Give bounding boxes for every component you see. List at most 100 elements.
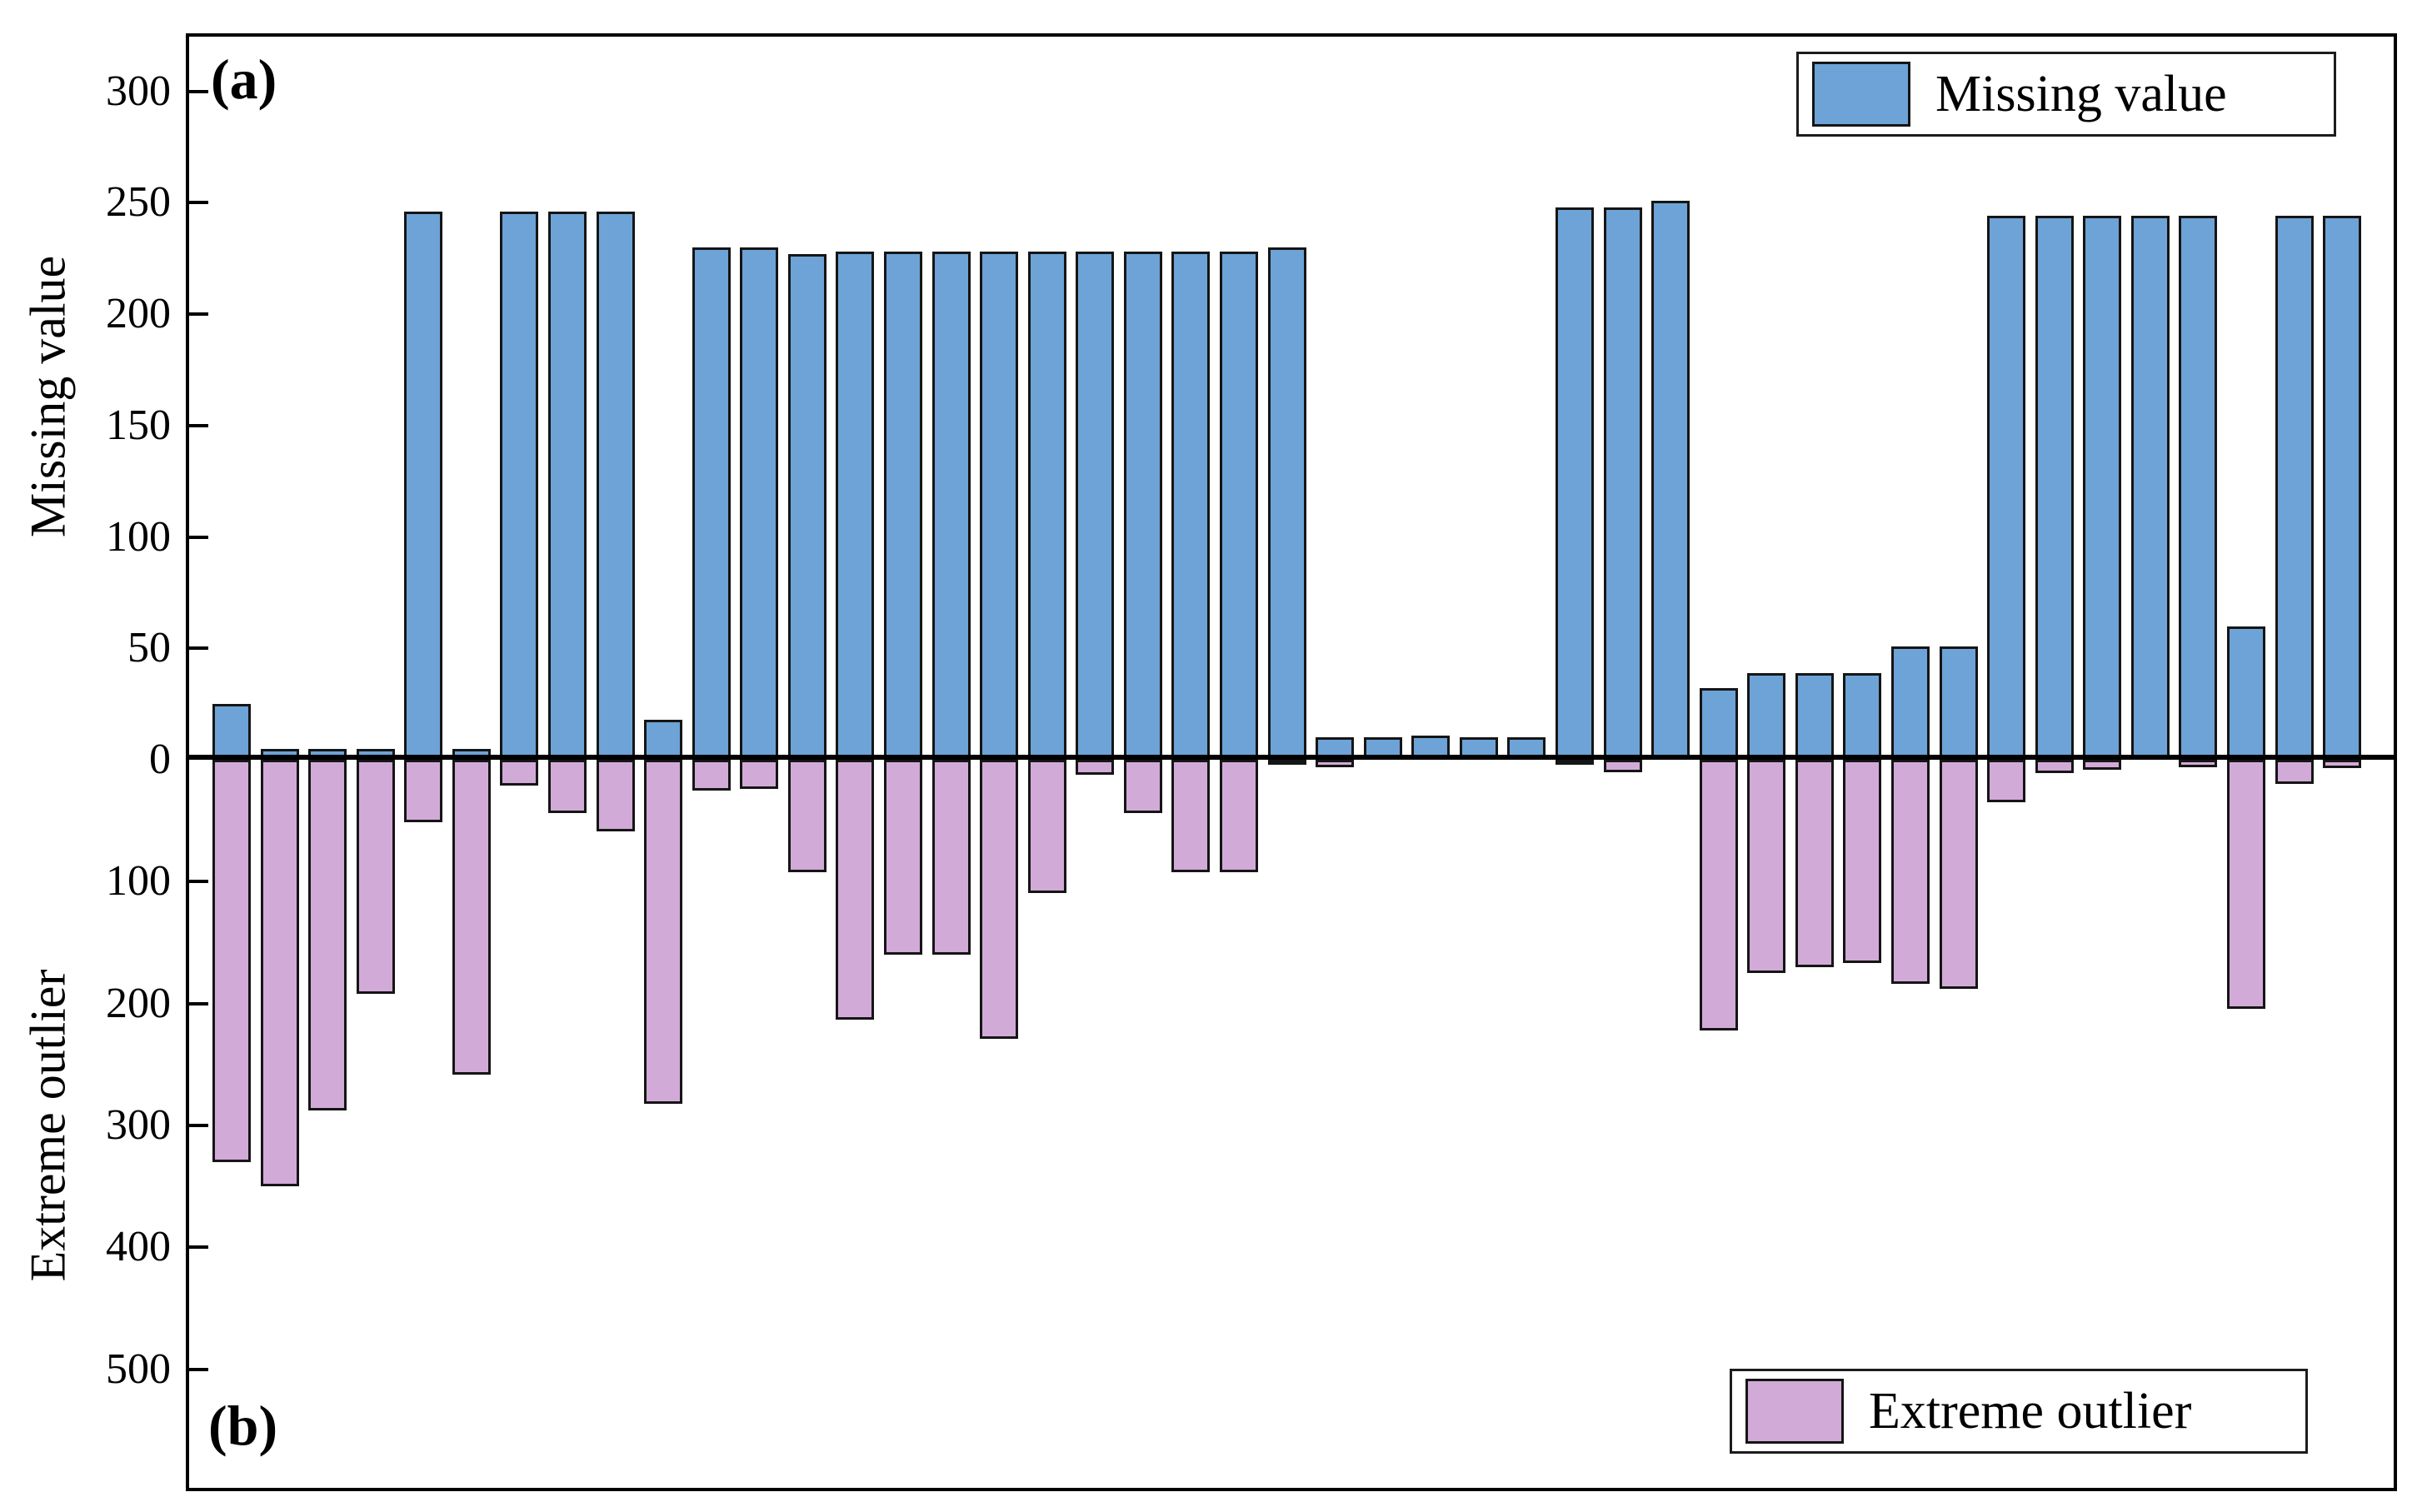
bar-extreme-outlier	[1699, 760, 1738, 1030]
bar-missing-value	[1987, 216, 2026, 760]
y-tick-label: 500	[106, 1345, 171, 1393]
bar-extreme-outlier	[692, 760, 731, 791]
y-tick-label: 0	[149, 736, 171, 783]
bar-missing-value	[1267, 247, 1306, 760]
legend-extreme-outlier: Extreme outlier	[1730, 1369, 2308, 1454]
bar-extreme-outlier	[1076, 760, 1115, 775]
bar-extreme-outlier	[980, 760, 1019, 1040]
bar-missing-value	[547, 211, 587, 760]
y-tick-mark	[186, 1367, 208, 1371]
bar-missing-value	[2130, 216, 2170, 760]
bar-extreme-outlier	[2226, 760, 2265, 1009]
bar-extreme-outlier	[1316, 760, 1355, 767]
panel-b-label: (b)	[208, 1394, 278, 1457]
y-tick-mark	[186, 1124, 208, 1127]
bar-extreme-outlier	[1123, 760, 1162, 814]
plot-area: (a) (b) Missing value Extreme outlier	[186, 33, 2397, 1491]
bar-missing-value	[212, 704, 251, 760]
bar-missing-value	[1843, 672, 1882, 760]
bar-missing-value	[1651, 200, 1690, 760]
bar-missing-value	[2179, 216, 2218, 760]
bar-missing-value	[836, 252, 875, 760]
legend-swatch-extreme-outlier	[1745, 1379, 1844, 1444]
bar-missing-value	[1747, 672, 1786, 760]
bar-extreme-outlier	[836, 760, 875, 1020]
bar-extreme-outlier	[596, 760, 635, 832]
bar-missing-value	[2083, 216, 2122, 760]
bar-extreme-outlier	[1795, 760, 1834, 967]
bar-missing-value	[931, 252, 971, 760]
bar-extreme-outlier	[212, 760, 251, 1162]
y-tick-label: 200	[106, 979, 171, 1027]
bar-missing-value	[404, 211, 443, 760]
y-tick-label: 150	[106, 401, 171, 449]
legend-missing-value: Missing value	[1796, 52, 2336, 137]
bar-extreme-outlier	[260, 760, 299, 1187]
y-tick-label: 400	[106, 1223, 171, 1271]
y-tick-label: 300	[106, 67, 171, 115]
y-tick-mark	[186, 89, 208, 93]
bar-extreme-outlier	[1027, 760, 1066, 893]
y-tick-mark	[186, 312, 208, 317]
y-tick-label: 200	[106, 290, 171, 338]
bar-missing-value	[1123, 252, 1162, 760]
legend-label-missing-value: Missing value	[1935, 65, 2227, 122]
bar-extreme-outlier	[644, 760, 683, 1104]
y-tick-mark	[186, 880, 208, 884]
bar-extreme-outlier	[2323, 760, 2362, 769]
bar-missing-value	[883, 252, 922, 760]
y-tick-label: 50	[127, 624, 171, 672]
panel-a-label: (a)	[211, 47, 277, 111]
bar-missing-value	[1076, 252, 1115, 760]
bar-extreme-outlier	[1555, 760, 1594, 765]
bar-missing-value	[1171, 252, 1211, 760]
bar-extreme-outlier	[1747, 760, 1786, 974]
bar-extreme-outlier	[404, 760, 443, 822]
bar-extreme-outlier	[1843, 760, 1882, 964]
bar-missing-value	[980, 252, 1019, 760]
bar-missing-value	[692, 247, 731, 760]
bar-missing-value	[1699, 688, 1738, 760]
bar-extreme-outlier	[1267, 760, 1306, 765]
y-tick-label: 100	[106, 512, 171, 561]
bar-missing-value	[1027, 252, 1066, 760]
bar-missing-value	[1555, 207, 1594, 760]
y-tick-mark	[186, 535, 208, 539]
bar-missing-value	[1603, 207, 1642, 760]
bar-missing-value	[2035, 216, 2074, 760]
y-tick-mark	[186, 1001, 208, 1006]
bar-missing-value	[740, 247, 779, 760]
bar-extreme-outlier	[452, 760, 491, 1075]
bar-extreme-outlier	[308, 760, 347, 1111]
zero-axis-line	[186, 755, 2397, 760]
bar-missing-value	[1939, 646, 1978, 760]
bar-extreme-outlier	[1987, 760, 2026, 803]
y-tick-mark	[186, 201, 208, 205]
bar-extreme-outlier	[1219, 760, 1258, 872]
bar-extreme-outlier	[883, 760, 922, 956]
bar-missing-value	[787, 253, 826, 760]
y-tick-mark	[186, 646, 208, 651]
bar-extreme-outlier	[356, 760, 395, 994]
bar-extreme-outlier	[931, 760, 971, 956]
bar-missing-value	[1890, 646, 1930, 760]
bar-missing-value	[644, 719, 683, 760]
bar-extreme-outlier	[2275, 760, 2314, 785]
bar-extreme-outlier	[740, 760, 779, 790]
bar-missing-value	[2226, 626, 2265, 760]
bars-layer	[186, 33, 2397, 1491]
bar-extreme-outlier	[547, 760, 587, 814]
legend-swatch-missing-value	[1812, 62, 1910, 127]
y-tick-mark	[186, 423, 208, 427]
y-tick-mark	[186, 1245, 208, 1250]
bar-missing-value	[500, 211, 539, 760]
bar-extreme-outlier	[500, 760, 539, 786]
bar-missing-value	[1219, 252, 1258, 760]
bar-extreme-outlier	[787, 760, 826, 872]
bar-extreme-outlier	[2035, 760, 2074, 774]
bar-extreme-outlier	[2083, 760, 2122, 770]
bar-extreme-outlier	[1603, 760, 1642, 772]
legend-label-extreme-outlier: Extreme outlier	[1869, 1382, 2192, 1440]
bar-extreme-outlier	[1171, 760, 1211, 872]
